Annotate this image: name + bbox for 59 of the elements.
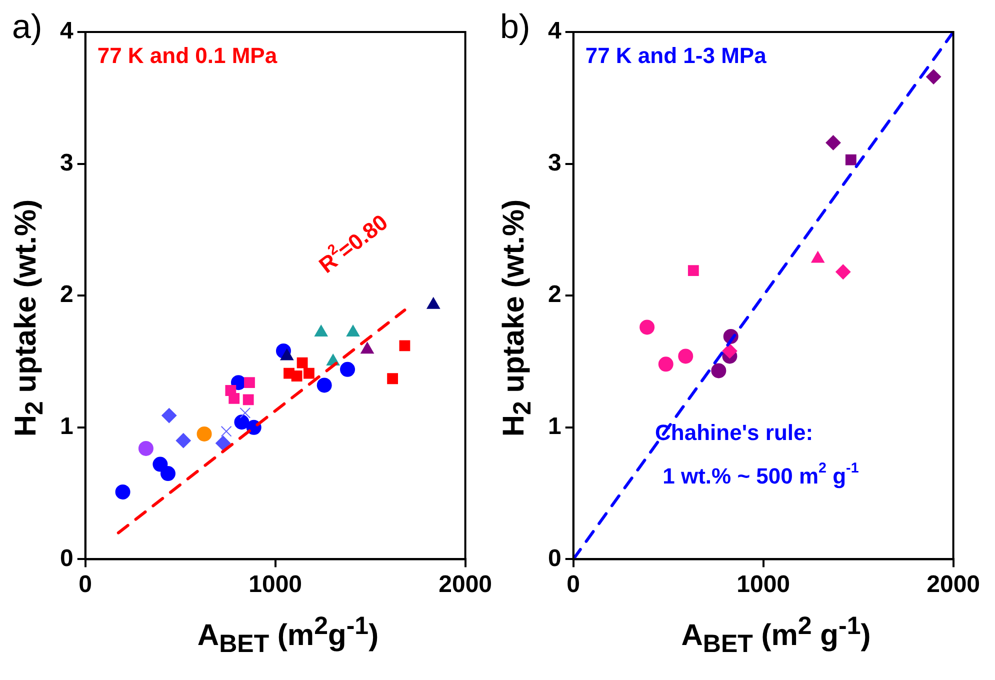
point [228,392,240,404]
y-tick-label: 1 [548,413,562,440]
y-tick-label: 3 [548,149,562,176]
point [115,484,130,500]
point [216,436,231,451]
point [176,433,191,448]
y-tick-label: 2 [60,281,74,308]
point [291,370,302,382]
point [845,154,856,166]
point [220,426,232,437]
point [280,348,294,360]
point [316,378,332,393]
annotation: 77 K and 1-3 MPa [585,43,768,68]
point [196,426,212,442]
point [640,320,655,335]
point [240,407,251,418]
x-tick-label: 2000 [438,571,492,598]
point [346,325,360,337]
point [304,368,314,379]
y-tick-label: 4 [548,18,562,45]
point [340,362,356,377]
point [926,69,942,84]
x-axis-title: A$_{BET}$ (m$^{2}$ g$^{-1}$) [680,612,872,659]
x-tick-label: 0 [78,571,92,598]
point [138,440,154,456]
point [160,466,176,482]
y-tick-label: 3 [60,149,74,176]
x-tick-label: 1000 [736,571,790,598]
point [242,394,254,406]
point [826,135,841,150]
annotation: 77 K and 0.1 MPa [97,43,278,68]
text: a) [12,8,42,47]
point [314,325,328,337]
y-tick-label: 0 [60,544,74,572]
point [244,377,255,388]
y-tick-label: 0 [548,544,562,572]
point [836,264,851,280]
point [711,363,726,378]
annotation: Chahine's rule: [655,420,814,446]
point [296,357,308,368]
point [722,343,738,358]
y-tick-label: 4 [60,18,74,45]
point [426,297,440,309]
x-tick-label: 2000 [926,571,980,598]
text: b) [500,8,530,47]
x-tick-label: 0 [566,571,580,598]
point [360,342,374,354]
y-tick-label: 1 [60,413,74,440]
point [688,265,699,276]
y-tick-label: 2 [548,281,562,308]
point [387,373,398,384]
point [399,340,410,352]
point [162,408,177,424]
x-axis-title: A$_{BET}$ (m$^{2}$g$^{-1}$) [196,612,380,659]
point [658,356,674,372]
point [234,414,250,430]
point [152,456,168,472]
x-tick-label: 1000 [248,571,302,598]
point [678,348,694,364]
